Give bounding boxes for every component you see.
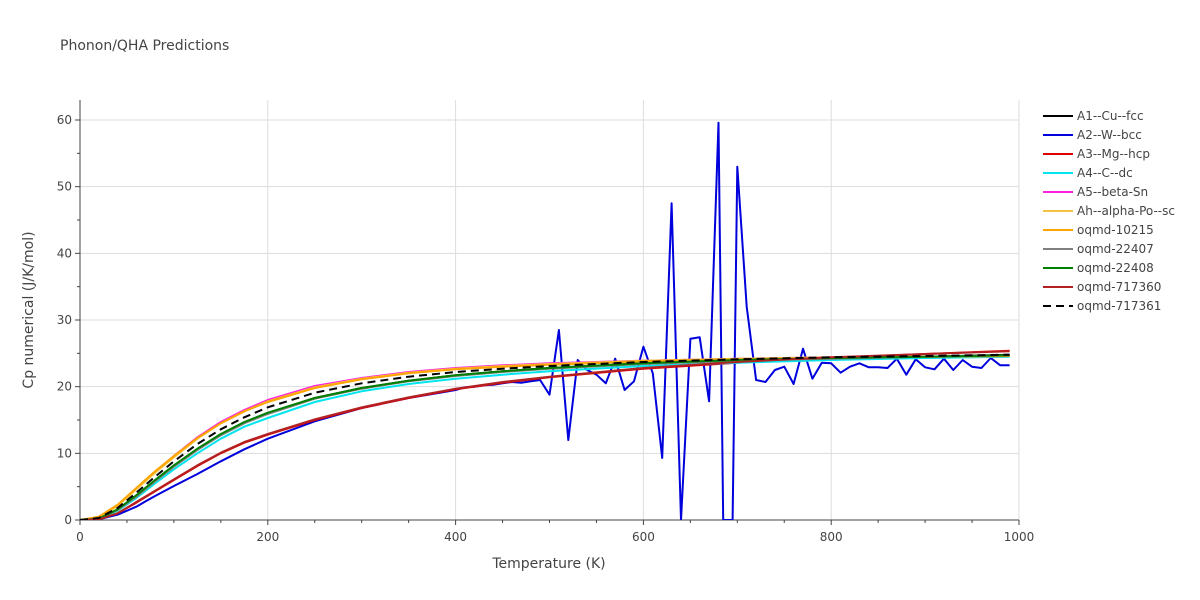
x-tick-label: 1000 <box>1004 530 1035 544</box>
chart-title: Phonon/QHA Predictions <box>60 38 229 54</box>
y-tick-label: 50 <box>57 180 72 194</box>
y-tick-label: 60 <box>57 113 72 127</box>
legend-item[interactable]: oqmd-717361 <box>1043 299 1161 313</box>
legend-label: A2--W--bcc <box>1077 128 1142 142</box>
legend-label: oqmd-717360 <box>1077 280 1161 294</box>
legend-label: A3--Mg--hcp <box>1077 147 1150 161</box>
legend-item[interactable]: Ah--alpha-Po--sc <box>1043 204 1175 218</box>
y-tick-label: 20 <box>57 380 72 394</box>
series-line-ah-alpha-po-sc <box>80 355 1010 520</box>
legend-label: oqmd-22407 <box>1077 242 1154 256</box>
legend-item[interactable]: A4--C--dc <box>1043 166 1133 180</box>
legend-label: A4--C--dc <box>1077 166 1133 180</box>
legend-item[interactable]: oqmd-10215 <box>1043 223 1154 237</box>
legend-item[interactable]: oqmd-22408 <box>1043 261 1154 275</box>
series-line-a4-c-dc <box>80 355 1010 520</box>
series-line-a2-w-bcc <box>80 121 1010 520</box>
series-line-oqmd-22407 <box>80 354 1010 520</box>
series-line-oqmd-10215 <box>80 355 1010 520</box>
plot-area <box>80 121 1010 520</box>
y-tick-label: 0 <box>64 513 72 527</box>
legend-item[interactable]: oqmd-22407 <box>1043 242 1154 256</box>
legend-item[interactable]: oqmd-717360 <box>1043 280 1161 294</box>
x-axis-title: Temperature (K) <box>491 556 605 572</box>
y-tick-label: 40 <box>57 246 72 260</box>
x-tick-label: 600 <box>632 530 655 544</box>
legend-item[interactable]: A2--W--bcc <box>1043 128 1142 142</box>
legend-label: oqmd-717361 <box>1077 299 1161 313</box>
y-tick-label: 10 <box>57 446 72 460</box>
legend[interactable]: A1--Cu--fcc A2--W--bcc A3--Mg--hcp A4--C--d… <box>1043 109 1175 313</box>
series-line-a5-beta-sn <box>80 355 1010 520</box>
legend-label: Ah--alpha-Po--sc <box>1077 204 1175 218</box>
legend-label: A5--beta-Sn <box>1077 185 1148 199</box>
x-tick-label: 400 <box>444 530 467 544</box>
y-axis-title: Cp numerical (J/K/mol) <box>21 231 37 388</box>
legend-item[interactable]: A1--Cu--fcc <box>1043 109 1144 123</box>
x-tick-label: 200 <box>256 530 279 544</box>
legend-label: oqmd-22408 <box>1077 261 1154 275</box>
series-line-oqmd-717361 <box>80 353 1010 520</box>
x-tick-label: 800 <box>820 530 843 544</box>
legend-label: A1--Cu--fcc <box>1077 109 1144 123</box>
series-line-oqmd-717360 <box>80 350 1010 520</box>
legend-label: oqmd-10215 <box>1077 223 1154 237</box>
grid <box>80 100 1020 520</box>
y-tick-label: 30 <box>57 313 72 327</box>
series-line-oqmd-22408 <box>80 354 1010 520</box>
x-tick-label: 0 <box>76 530 84 544</box>
series-line-a1-cu-fcc <box>80 353 1010 520</box>
legend-item[interactable]: A3--Mg--hcp <box>1043 147 1150 161</box>
axes: 0 200 400 600 800 1000 0 10 20 30 40 50 60 <box>57 100 1035 544</box>
legend-item[interactable]: A5--beta-Sn <box>1043 185 1148 199</box>
